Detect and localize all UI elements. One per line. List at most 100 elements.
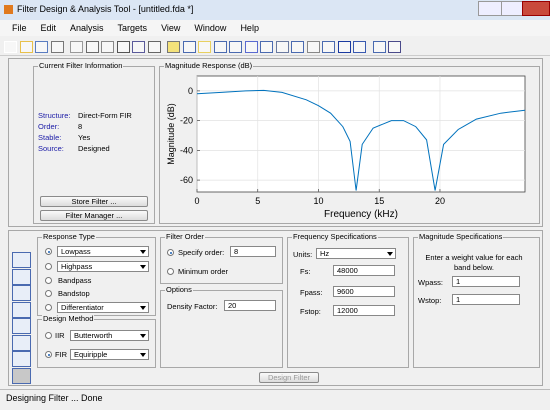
status-bar xyxy=(0,389,550,410)
magnitude-specs-frame: Magnitude Specifications xyxy=(413,232,540,368)
dropdown[interactable]: Equiripple xyxy=(70,349,149,360)
field-label: Stable: xyxy=(38,133,62,142)
frame-title: Filter Order xyxy=(165,232,205,241)
toolbar-icon[interactable] xyxy=(116,41,130,53)
menu-item[interactable]: Window xyxy=(194,23,227,33)
toolbar-icon[interactable] xyxy=(291,41,304,53)
frame-title: Design Method xyxy=(42,314,95,323)
toolbar-icon[interactable] xyxy=(70,41,83,53)
radio[interactable] xyxy=(45,304,52,311)
dropdown[interactable]: Differentiator xyxy=(57,302,149,313)
toolbar-icon[interactable] xyxy=(275,41,289,53)
toolbar-icon[interactable] xyxy=(85,41,99,53)
text-input[interactable]: 1 xyxy=(452,294,520,305)
side-icon[interactable] xyxy=(12,334,31,351)
side-icon[interactable] xyxy=(12,367,31,384)
toolbar-icon[interactable] xyxy=(4,41,17,53)
radio[interactable] xyxy=(167,268,174,275)
design-method-frame: Design Method xyxy=(37,314,156,368)
toolbar-icon[interactable] xyxy=(132,41,145,53)
filter-manager-button[interactable]: Filter Manager ... xyxy=(40,210,148,221)
field-label: Density Factor: xyxy=(167,302,218,311)
field-value: Yes xyxy=(78,133,91,142)
title-bar xyxy=(0,0,550,20)
radio[interactable] xyxy=(45,263,52,270)
text-input[interactable]: 1 xyxy=(452,276,520,287)
side-icon[interactable] xyxy=(12,301,31,318)
toolbar-icon[interactable] xyxy=(229,41,242,53)
radio[interactable] xyxy=(45,290,52,297)
toolbar-icon[interactable] xyxy=(372,41,386,53)
side-icon[interactable] xyxy=(12,268,31,285)
frame-title: Frequency Specifications xyxy=(292,232,378,241)
toolbar-icon[interactable] xyxy=(244,41,258,53)
text-input[interactable]: 48000 xyxy=(333,265,395,276)
density-input[interactable]: 20 xyxy=(224,300,276,311)
radio[interactable] xyxy=(45,248,52,255)
side-icon[interactable] xyxy=(12,285,31,301)
field-label: Order: xyxy=(38,122,60,131)
option-label: Specify order: xyxy=(178,248,225,257)
side-icon[interactable] xyxy=(12,351,31,367)
field-label: Fs: xyxy=(300,267,311,276)
store-filter-button[interactable]: Store Filter ... xyxy=(40,196,148,207)
window-title: Filter Design & Analysis Tool - [untitle… xyxy=(17,4,194,14)
upper-panel xyxy=(8,58,543,227)
maximize-button[interactable] xyxy=(501,1,523,16)
toolbar-icon[interactable] xyxy=(306,41,320,53)
menu-item[interactable]: View xyxy=(161,23,181,33)
menu-item[interactable]: Targets xyxy=(117,23,148,33)
toolbar-icon[interactable] xyxy=(50,41,64,53)
close-button[interactable] xyxy=(522,1,550,16)
current-filter-frame: Current Filter Information xyxy=(33,61,155,224)
menu-item[interactable]: File xyxy=(12,23,27,33)
toolbar-icon[interactable] xyxy=(322,41,335,53)
menu-item[interactable]: Edit xyxy=(40,23,57,33)
radio[interactable] xyxy=(167,249,174,256)
toolbar-icon[interactable] xyxy=(198,41,211,53)
frequency-specs-frame: Frequency Specifications xyxy=(287,232,409,368)
toolbar-icon[interactable] xyxy=(167,41,180,53)
radio[interactable] xyxy=(45,351,52,358)
text-input[interactable]: 9600 xyxy=(333,286,395,297)
field-value: 8 xyxy=(78,122,83,131)
toolbar-icon[interactable] xyxy=(182,41,196,53)
toolbar xyxy=(0,37,550,56)
toolbar-icon[interactable] xyxy=(353,41,366,53)
side-icon[interactable] xyxy=(12,318,31,334)
toolbar-icon[interactable] xyxy=(388,41,401,53)
toolbar-icon[interactable] xyxy=(35,41,48,53)
note: Enter a weight value for each band below… xyxy=(425,253,523,272)
dropdown[interactable]: Highpass xyxy=(57,261,149,272)
design-filter-button[interactable]: Design Filter xyxy=(259,372,319,383)
minimize-button[interactable] xyxy=(478,1,502,16)
toolbar-icon[interactable] xyxy=(260,41,273,53)
dropdown[interactable]: Hz xyxy=(316,248,396,259)
menu-item[interactable]: Analysis xyxy=(70,23,104,33)
dropdown[interactable]: Lowpass xyxy=(57,246,149,257)
field-label: Source: xyxy=(38,144,64,153)
toolbar-icon[interactable] xyxy=(19,41,33,53)
radio[interactable] xyxy=(45,332,52,339)
text-input[interactable]: 12000 xyxy=(333,305,395,316)
response-type-frame: Response Type xyxy=(37,232,156,316)
toolbar-icon[interactable] xyxy=(213,41,227,53)
toolbar-icon[interactable] xyxy=(337,41,351,53)
dropdown[interactable]: Butterworth xyxy=(70,330,149,341)
option-label: Bandpass xyxy=(58,276,92,285)
field-label: Wpass: xyxy=(418,278,444,287)
radio[interactable] xyxy=(45,277,52,284)
side-icon[interactable] xyxy=(12,252,31,268)
toolbar-icon[interactable] xyxy=(147,41,161,53)
toolbar-icon[interactable] xyxy=(101,41,114,53)
filter-order-frame: Filter Order xyxy=(160,232,283,284)
app-icon xyxy=(4,5,13,14)
option-label: IIR xyxy=(55,331,65,340)
field-label: Units: xyxy=(293,250,313,259)
order-input[interactable]: 8 xyxy=(230,246,276,257)
frame-title: Magnitude Response (dB) xyxy=(164,61,254,70)
frame-title: Magnitude Specifications xyxy=(418,232,504,241)
menu-item[interactable]: Help xyxy=(240,23,259,33)
frame-title: Current Filter Information xyxy=(38,61,124,70)
